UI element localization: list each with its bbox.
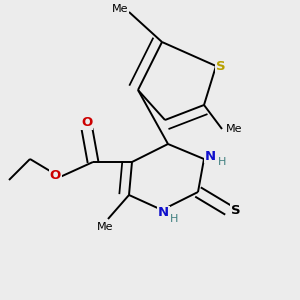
Text: Me: Me [97, 221, 113, 232]
Text: O: O [50, 169, 61, 182]
Text: Me: Me [226, 124, 242, 134]
Text: H: H [170, 214, 178, 224]
Text: N: N [205, 149, 216, 163]
Text: S: S [231, 203, 240, 217]
Text: S: S [216, 59, 225, 73]
Text: Me: Me [112, 4, 128, 14]
Text: N: N [158, 206, 169, 220]
Text: O: O [81, 116, 93, 130]
Text: H: H [218, 157, 226, 167]
